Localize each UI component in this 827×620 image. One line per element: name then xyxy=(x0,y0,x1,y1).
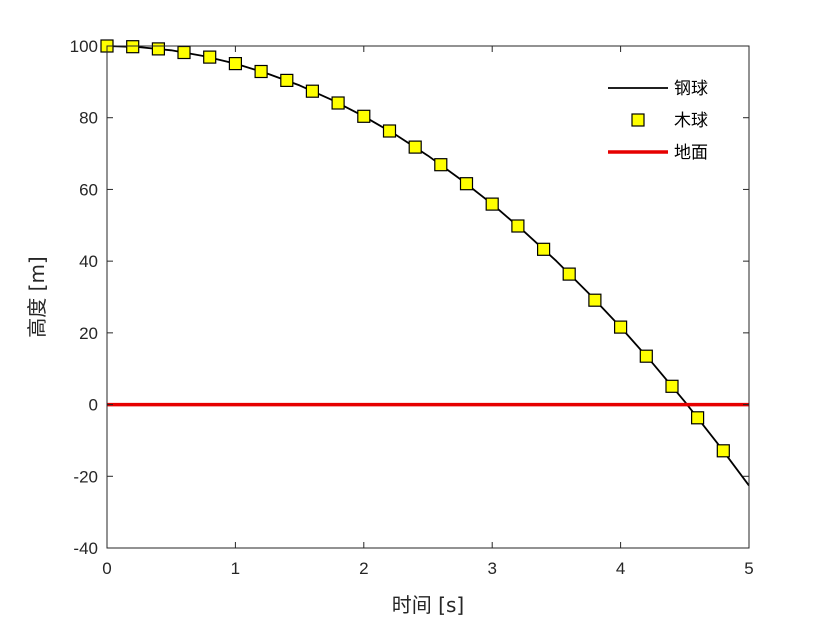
y-tick-label: 20 xyxy=(79,324,98,343)
plot-area xyxy=(107,46,749,548)
y-tick-label: 40 xyxy=(79,252,98,271)
series-marker xyxy=(408,140,422,154)
series-marker xyxy=(331,96,345,110)
series-marker xyxy=(280,73,294,88)
x-axis-label: 时间 [s] xyxy=(392,593,464,617)
legend-label: 钢球 xyxy=(674,79,708,99)
x-tick-label: 5 xyxy=(744,559,753,578)
y-tick-label: -20 xyxy=(73,467,98,486)
series-marker xyxy=(151,42,165,56)
series-marker xyxy=(588,293,602,307)
legend-label: 木球 xyxy=(674,111,708,131)
series-marker xyxy=(382,124,397,138)
series-marker xyxy=(254,64,268,79)
series-marker xyxy=(305,84,319,98)
x-tick-label: 1 xyxy=(231,559,240,578)
series-marker xyxy=(203,50,217,64)
series-marker xyxy=(562,267,576,281)
marker-layer xyxy=(100,39,730,458)
y-tick-label: 80 xyxy=(79,109,98,128)
series-marker xyxy=(459,177,474,191)
series-marker xyxy=(536,242,551,256)
series-marker xyxy=(716,444,730,458)
series-marker xyxy=(690,411,705,425)
x-axis-ticks: 0 1 2 3 4 5 xyxy=(102,46,754,578)
series-marker xyxy=(639,349,653,363)
series-marker xyxy=(228,56,242,71)
x-tick-label: 2 xyxy=(359,559,368,578)
x-tick-label: 4 xyxy=(616,559,625,578)
y-axis-ticks: -40 -20 0 20 40 60 80 100 xyxy=(70,37,749,558)
series-marker xyxy=(126,40,140,54)
legend-swatch-marker xyxy=(631,113,645,127)
series-marker xyxy=(485,197,499,211)
y-tick-label: -40 xyxy=(73,539,98,558)
x-tick-label: 0 xyxy=(102,559,111,578)
series-marker xyxy=(357,109,371,123)
y-tick-label: 100 xyxy=(70,37,98,56)
series-marker xyxy=(511,219,525,233)
y-tick-label: 0 xyxy=(89,396,98,415)
series-marker xyxy=(177,45,191,60)
legend-label: 地面 xyxy=(674,143,708,163)
y-axis-label: 高度 [m] xyxy=(25,256,49,337)
series-marker xyxy=(665,379,679,393)
x-tick-label: 3 xyxy=(487,559,496,578)
series-marker xyxy=(613,320,628,334)
plot-frame xyxy=(106,45,750,549)
series-marker xyxy=(434,158,448,172)
y-tick-label: 60 xyxy=(79,180,98,199)
